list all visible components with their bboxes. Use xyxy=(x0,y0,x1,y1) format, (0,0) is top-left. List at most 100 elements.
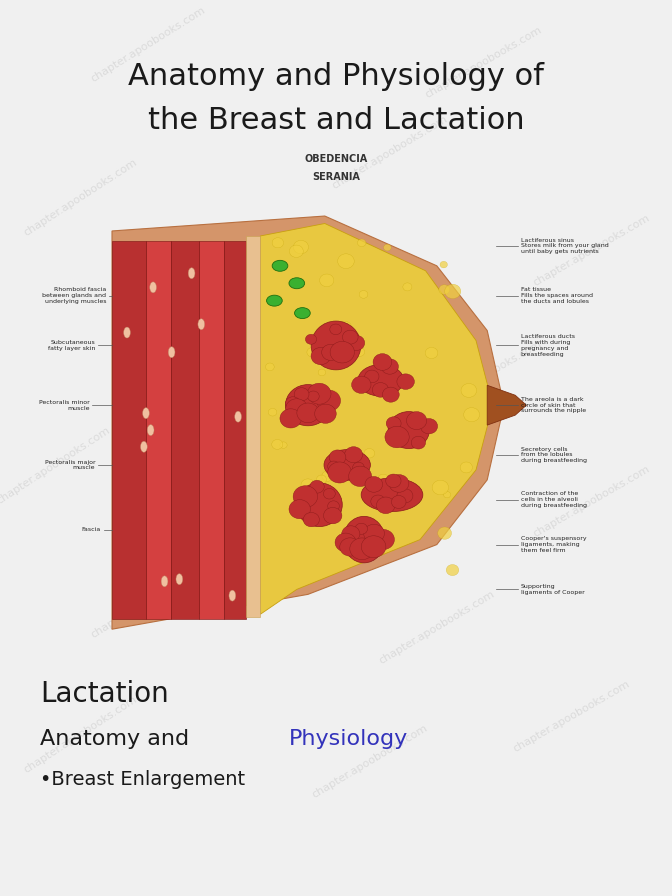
Text: Rhomboid fascia
between glands and
underlying muscles: Rhomboid fascia between glands and under… xyxy=(42,288,106,304)
Ellipse shape xyxy=(311,348,331,365)
Ellipse shape xyxy=(372,530,394,549)
Ellipse shape xyxy=(317,475,327,484)
Ellipse shape xyxy=(293,486,318,507)
Polygon shape xyxy=(247,236,261,616)
Ellipse shape xyxy=(289,500,310,519)
Text: Lactiferous sinus
Stores milk from your gland
until baby gets nutrients: Lactiferous sinus Stores milk from your … xyxy=(521,237,609,254)
Ellipse shape xyxy=(444,492,451,498)
Ellipse shape xyxy=(328,461,340,472)
Ellipse shape xyxy=(460,462,472,473)
Ellipse shape xyxy=(320,274,334,287)
Ellipse shape xyxy=(311,321,361,370)
Ellipse shape xyxy=(265,363,274,371)
Ellipse shape xyxy=(150,282,157,293)
Ellipse shape xyxy=(389,475,409,492)
Polygon shape xyxy=(112,216,504,629)
Text: chapter.apoobooks.com: chapter.apoobooks.com xyxy=(423,339,544,414)
Ellipse shape xyxy=(372,383,388,397)
Text: Subcutaneous
fatty layer skin: Subcutaneous fatty layer skin xyxy=(48,340,95,351)
Ellipse shape xyxy=(350,339,358,346)
Ellipse shape xyxy=(235,411,241,422)
Ellipse shape xyxy=(358,239,366,246)
Text: chapter.apoobooks.com: chapter.apoobooks.com xyxy=(377,589,497,666)
Text: •Breast Enlargement: •Breast Enlargement xyxy=(40,770,245,789)
Ellipse shape xyxy=(147,425,154,435)
Text: Lactation: Lactation xyxy=(40,680,169,709)
Text: chapter.apoobooks.com: chapter.apoobooks.com xyxy=(129,301,247,380)
Text: Pectoralis major
muscle: Pectoralis major muscle xyxy=(44,460,95,470)
Ellipse shape xyxy=(364,449,375,458)
Ellipse shape xyxy=(337,254,354,269)
Ellipse shape xyxy=(335,533,356,552)
Ellipse shape xyxy=(343,330,358,344)
Ellipse shape xyxy=(294,307,310,319)
Text: chapter.apoobooks.com: chapter.apoobooks.com xyxy=(89,5,207,84)
Ellipse shape xyxy=(340,538,360,556)
Ellipse shape xyxy=(307,391,319,401)
Text: chapter.apoobooks.com: chapter.apoobooks.com xyxy=(531,464,652,539)
Ellipse shape xyxy=(382,387,399,402)
Ellipse shape xyxy=(142,408,149,418)
Ellipse shape xyxy=(411,436,425,449)
Ellipse shape xyxy=(229,590,236,601)
Ellipse shape xyxy=(330,341,354,363)
Ellipse shape xyxy=(386,417,401,430)
Text: Fat tissue
Fills the spaces around
the ducts and lobules: Fat tissue Fills the spaces around the d… xyxy=(521,288,593,304)
Text: Supporting
ligaments of Cooper: Supporting ligaments of Cooper xyxy=(521,584,585,595)
Ellipse shape xyxy=(303,513,319,527)
Ellipse shape xyxy=(161,576,168,587)
Ellipse shape xyxy=(176,573,183,585)
Ellipse shape xyxy=(168,347,175,358)
Ellipse shape xyxy=(317,390,341,411)
Ellipse shape xyxy=(388,411,429,449)
Text: chapter.apoobooks.com: chapter.apoobooks.com xyxy=(276,436,396,513)
Ellipse shape xyxy=(323,488,335,499)
Ellipse shape xyxy=(338,322,351,333)
Ellipse shape xyxy=(397,488,413,503)
Ellipse shape xyxy=(445,284,461,298)
Ellipse shape xyxy=(286,397,300,410)
Ellipse shape xyxy=(343,516,385,563)
Ellipse shape xyxy=(289,278,304,289)
Ellipse shape xyxy=(301,478,314,491)
Ellipse shape xyxy=(345,447,363,462)
Text: Secretory cells
from the lobules
during breastfeeding: Secretory cells from the lobules during … xyxy=(521,447,587,463)
Text: Anatomy and: Anatomy and xyxy=(40,729,197,749)
Ellipse shape xyxy=(403,283,412,291)
Ellipse shape xyxy=(330,324,342,335)
Ellipse shape xyxy=(360,290,368,298)
Polygon shape xyxy=(224,241,247,619)
Text: chapter.apoobooks.com: chapter.apoobooks.com xyxy=(330,114,450,191)
Text: chapter.apoobooks.com: chapter.apoobooks.com xyxy=(423,25,544,100)
Ellipse shape xyxy=(297,403,319,423)
Ellipse shape xyxy=(464,408,480,422)
Ellipse shape xyxy=(355,348,365,357)
Ellipse shape xyxy=(307,383,331,404)
Ellipse shape xyxy=(446,564,459,575)
Text: Contraction of the
cells in the alveoli
during breastfeeding: Contraction of the cells in the alveoli … xyxy=(521,492,587,508)
Ellipse shape xyxy=(294,388,309,401)
Text: chapter.apoobooks.com: chapter.apoobooks.com xyxy=(310,723,429,800)
Ellipse shape xyxy=(318,369,326,375)
Ellipse shape xyxy=(314,404,336,423)
Ellipse shape xyxy=(373,354,392,370)
Ellipse shape xyxy=(381,359,398,375)
Ellipse shape xyxy=(425,348,438,358)
Ellipse shape xyxy=(355,523,368,534)
Ellipse shape xyxy=(353,462,364,472)
Ellipse shape xyxy=(296,483,342,527)
Ellipse shape xyxy=(440,262,448,268)
Ellipse shape xyxy=(352,455,366,467)
Text: chapter.apoobooks.com: chapter.apoobooks.com xyxy=(22,694,139,775)
Ellipse shape xyxy=(310,480,324,493)
Ellipse shape xyxy=(328,462,351,483)
Ellipse shape xyxy=(394,489,407,500)
Ellipse shape xyxy=(432,480,448,495)
Ellipse shape xyxy=(351,376,371,393)
Ellipse shape xyxy=(461,383,476,398)
Ellipse shape xyxy=(268,409,277,416)
Ellipse shape xyxy=(272,237,284,248)
Ellipse shape xyxy=(327,511,337,519)
Ellipse shape xyxy=(361,478,423,512)
Polygon shape xyxy=(487,385,526,425)
